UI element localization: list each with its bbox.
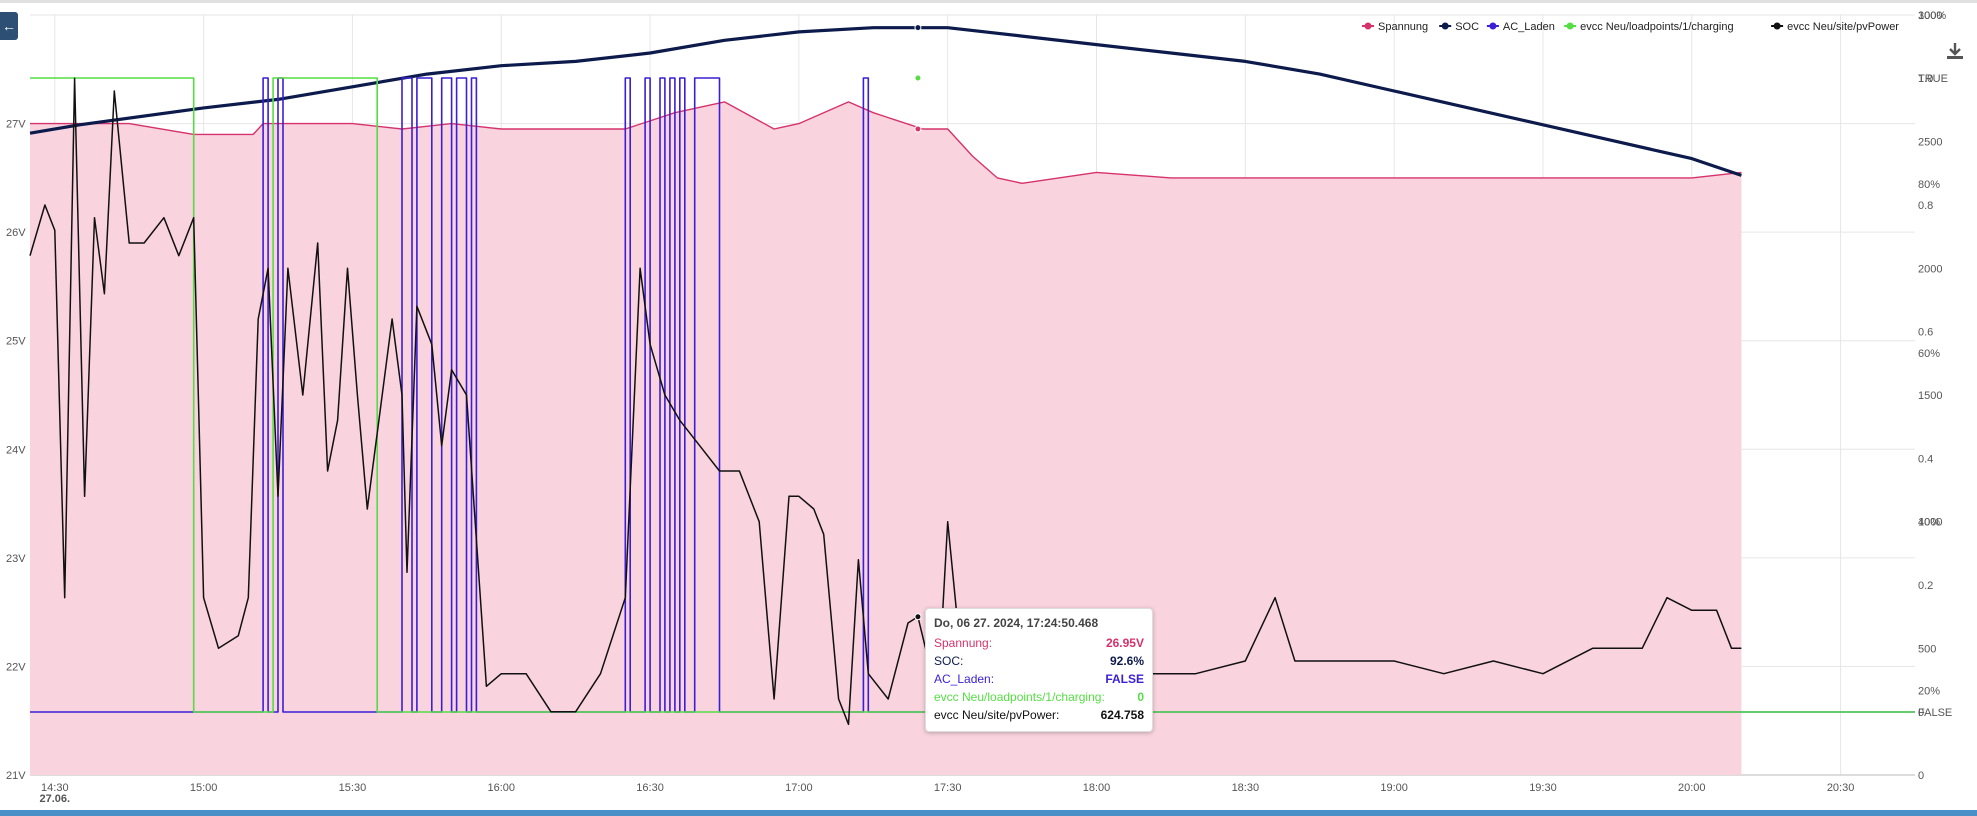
tooltip-value: 26.95V: [1105, 636, 1144, 650]
y-left-tick-label: 25V: [6, 336, 26, 348]
y-right-power-tick: 1500: [1918, 390, 1942, 402]
tooltip-title: Do, 06 27. 2024, 17:24:50.468: [934, 616, 1099, 630]
series-line-evcc-neu-site-pvpower: [29, 77, 1742, 726]
y-right-soc-tick: 20%: [1918, 686, 1940, 698]
y-left-tick-label: 26V: [6, 227, 26, 239]
series-line-spannung: [30, 101, 1742, 184]
y-axis-left: 21V 22V 23V 24V 25V 26V 27V: [6, 119, 26, 782]
hover-point: [914, 125, 922, 133]
back-button[interactable]: ←: [0, 12, 18, 40]
tooltip-value: 0: [1137, 690, 1144, 704]
legend-swatch: [1489, 22, 1497, 30]
y-right-power-tick: 1000: [1918, 517, 1942, 529]
x-tick-label: 20:30: [1827, 782, 1855, 794]
arrow-left-icon: ←: [2, 18, 16, 34]
legend-item[interactable]: evcc Neu/site/pvPower: [1787, 21, 1899, 33]
hover-point: [914, 613, 922, 621]
y-right-power-tick: 2500: [1918, 137, 1942, 149]
tooltip-label: SOC:: [934, 654, 964, 668]
legend-item[interactable]: evcc Neu/loadpoints/1/charging: [1580, 21, 1733, 33]
y-right-power-tick: 0: [1918, 770, 1924, 782]
y-right-soc-tick: 60%: [1918, 348, 1940, 360]
legend-swatch: [1566, 22, 1574, 30]
tooltip-label: evcc Neu/loadpoints/1/charging:: [934, 690, 1105, 704]
x-tick-label: 15:00: [190, 782, 218, 794]
x-tick-label: 20:00: [1678, 782, 1706, 794]
y-right-charging-tick: 0.4: [1918, 453, 1933, 465]
bottom-bar: [0, 810, 1977, 816]
y-right-soc-tick: 100%: [1918, 10, 1946, 22]
download-icon[interactable]: [1944, 40, 1966, 62]
legend-item[interactable]: SOC: [1455, 21, 1479, 33]
x-tick-label: 18:00: [1083, 782, 1111, 794]
y-right-charging-tick: 1.0: [1918, 73, 1933, 85]
y-right-power-tick: 2000: [1918, 263, 1942, 275]
y-left-tick-label: 22V: [6, 661, 26, 673]
x-tick-label: 14:30: [41, 782, 69, 794]
x-date-label: 27.06.: [40, 793, 71, 805]
tooltip-value: 624.758: [1100, 708, 1144, 722]
legend-item[interactable]: AC_Laden: [1503, 21, 1555, 33]
tooltip-label: Spannung:: [934, 636, 993, 650]
y-right-bool-tick: FALSE: [1918, 707, 1952, 719]
x-tick-label: 15:30: [339, 782, 367, 794]
legend-item[interactable]: Spannung: [1378, 21, 1428, 33]
y-right-charging-tick: 0.8: [1918, 200, 1933, 212]
x-tick-label: 19:00: [1380, 782, 1408, 794]
series-line-soc: [29, 26, 1742, 177]
x-tick-label: 19:30: [1529, 782, 1557, 794]
tooltip-label: evcc Neu/site/pvPower:: [934, 708, 1060, 722]
tooltip-row: SOC: 92.6%: [934, 652, 1144, 670]
series-layer: [29, 24, 1915, 775]
top-border: [0, 0, 1977, 3]
tooltip-value: FALSE: [1105, 672, 1144, 686]
tooltip-row: evcc Neu/loadpoints/1/charging: 0: [934, 688, 1144, 706]
y-right-power-tick: 500: [1918, 643, 1936, 655]
tooltip-row: evcc Neu/site/pvPower: 624.758: [934, 706, 1144, 724]
tooltip-row: Spannung: 26.95V: [934, 634, 1144, 652]
tooltip-row: AC_Laden: FALSE: [934, 670, 1144, 688]
y-right-power-tick: 3000: [1918, 10, 1942, 22]
y-right-charging-tick: 0: [1918, 707, 1924, 719]
x-tick-label: 18:30: [1232, 782, 1260, 794]
legend-swatch: [1441, 22, 1449, 30]
x-tick-label: 16:30: [636, 782, 664, 794]
legend[interactable]: Spannung SOC AC_Laden evcc Neu/loadpoints/1…: [1362, 21, 1899, 33]
y-left-tick-label: 24V: [6, 444, 26, 456]
hover-point: [914, 24, 922, 32]
tooltip-label: AC_Laden:: [934, 672, 995, 686]
y-right-bool-tick: TRUE: [1918, 73, 1948, 85]
y-right-soc-tick: 40%: [1918, 517, 1940, 529]
x-tick-label: 16:00: [487, 782, 515, 794]
y-right-soc-tick: 80%: [1918, 179, 1940, 191]
legend-swatch: [1364, 22, 1372, 30]
x-tick-label: 17:00: [785, 782, 813, 794]
x-tick-label: 17:30: [934, 782, 962, 794]
y-axis-right: 20% 40% 60% 80% 100% 0 0.2 0.4 0.6 0.8 1.0 0 500 1000…: [1918, 10, 1952, 782]
y-right-charging-tick: 0.6: [1918, 327, 1933, 339]
y-left-tick-label: 27V: [6, 119, 26, 131]
spannung-area: [30, 101, 1742, 775]
x-axis: 14:30 15:00 15:30 16:00 16:30 17:00 17:30 18:00…: [40, 782, 1855, 805]
tooltip: Do, 06 27. 2024, 17:24:50.468 Spannung: 2…: [925, 608, 1153, 732]
legend-swatch: [1773, 22, 1781, 30]
hover-point: [914, 74, 922, 82]
tooltip-value: 92.6%: [1109, 654, 1144, 668]
y-left-tick-label: 21V: [6, 770, 26, 782]
y-right-charging-tick: 0.2: [1918, 580, 1933, 592]
y-left-tick-label: 23V: [6, 553, 26, 565]
